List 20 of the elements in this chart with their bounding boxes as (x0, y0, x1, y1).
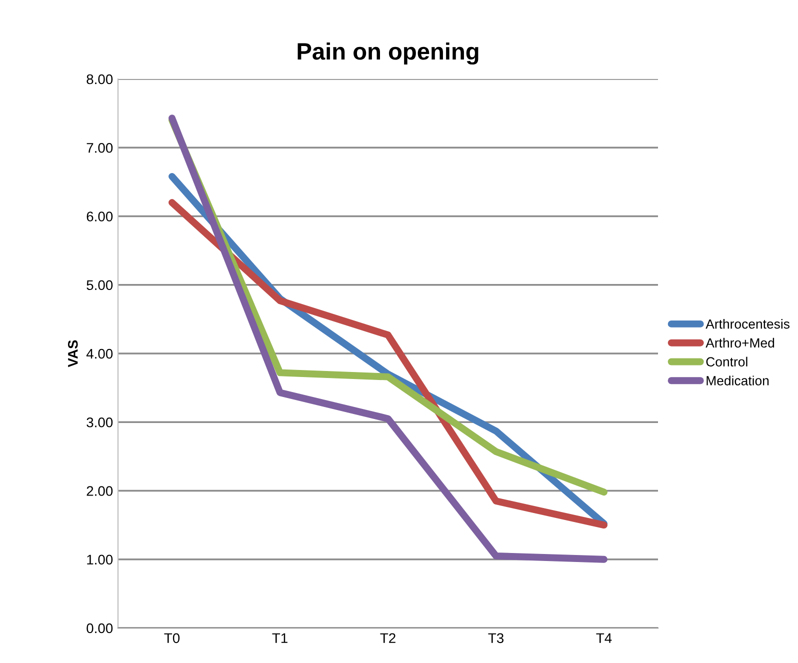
x-tick-label: T2 (380, 633, 396, 643)
y-tick-label: 0.00 (86, 623, 113, 634)
chart-title: Pain on opening (298, 42, 478, 65)
y-tick-label: 5.00 (86, 280, 113, 290)
y-tick-label: 7.00 (86, 142, 113, 153)
x-tick-label: T3 (488, 633, 504, 644)
x-tick-label: T0 (164, 633, 180, 644)
y-tick-label: 4.00 (86, 348, 113, 359)
y-tick-label: 2.00 (86, 486, 113, 496)
y-tick-label: 8.00 (86, 74, 113, 84)
y-tick-label: 3.00 (86, 417, 113, 428)
legend-label: Medication (706, 376, 769, 386)
y-axis-title: VAS (68, 340, 78, 368)
legend-label: Arthrocentesis (706, 319, 790, 329)
y-tick-label: 1.00 (87, 554, 113, 565)
legend-label: Control (706, 356, 748, 366)
y-tick-label: 6.00 (86, 212, 113, 222)
x-tick-label: T4 (596, 633, 612, 643)
x-tick-label: T1 (272, 633, 288, 643)
legend-label: Arthro+Med (706, 338, 774, 348)
